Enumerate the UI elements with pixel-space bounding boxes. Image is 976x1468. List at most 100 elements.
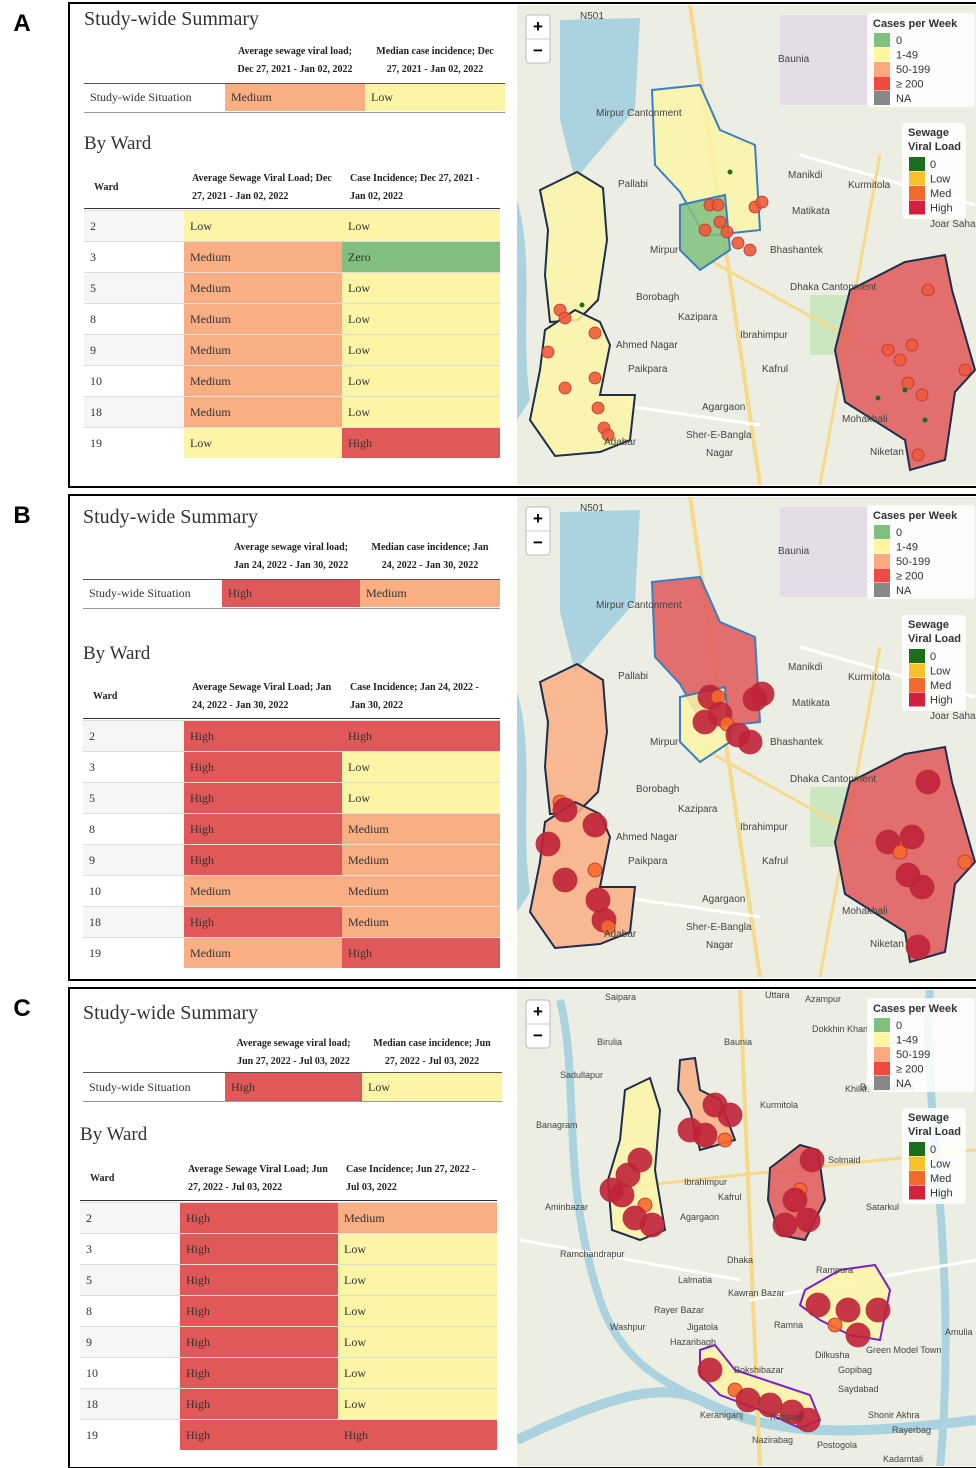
place-label: Lalmatia — [678, 1275, 712, 1285]
sample-site — [592, 402, 604, 414]
ward-cell: Medium — [184, 396, 342, 427]
legend-swatch — [874, 540, 890, 554]
sample-site — [559, 382, 571, 394]
ward-cell: Medium — [184, 241, 342, 272]
ward-cell: High — [184, 720, 342, 751]
place-label: Rampura — [816, 1265, 853, 1275]
place-label: N501 — [580, 11, 604, 22]
ward-header: Case Incidence; Jan 24, 2022 - Jan 30, 2… — [342, 676, 500, 718]
ward-cell: Medium — [184, 875, 342, 906]
place-label: Kafrul — [762, 856, 788, 867]
place-label: Pallabi — [618, 179, 648, 190]
sample-site — [553, 868, 577, 892]
sample-site — [714, 216, 726, 228]
legend-swatch — [874, 1076, 890, 1090]
place-label: Baunia — [724, 1037, 752, 1047]
legend-label: High — [930, 203, 953, 215]
ward-cell: 19 — [84, 427, 184, 458]
ward-cell: Low — [338, 1233, 497, 1264]
place-label: Saipara — [605, 992, 636, 1002]
legend-title: Cases per Week — [873, 1003, 958, 1015]
place-label: Kafrul — [762, 364, 788, 375]
ward-title: By Ward — [83, 643, 283, 669]
place-label: Paikpara — [628, 364, 668, 375]
place-label: Mirpur — [650, 737, 679, 748]
legend-label: 0 — [930, 651, 936, 663]
ward-cell: 3 — [83, 751, 184, 782]
legend-swatch — [909, 1142, 925, 1156]
sample-site — [736, 1388, 760, 1412]
place-label: Gopibag — [838, 1365, 872, 1375]
ward-cell: 5 — [83, 782, 184, 813]
summary-header: Median case incidence; Dec 27, 2021 - Ja… — [365, 42, 505, 80]
sample-site — [783, 1188, 807, 1212]
legend-swatch — [909, 186, 925, 200]
ward-cell: High — [180, 1357, 338, 1388]
situation-cell: Study-wide Situation — [84, 84, 225, 111]
ward-cell: Medium — [338, 1202, 497, 1233]
place-label: Bhashantek — [770, 737, 824, 748]
place-label: Washpur — [610, 1322, 646, 1332]
sample-site — [698, 1358, 722, 1382]
place-label: Kafrul — [718, 1192, 742, 1202]
ward-cell: 3 — [84, 241, 184, 272]
legend-swatch — [909, 172, 925, 186]
sample-site — [718, 1133, 732, 1147]
place-label: Keraniganj — [700, 1410, 743, 1420]
ward-cell: Low — [342, 751, 500, 782]
ward-cell: High — [184, 906, 342, 937]
ward-cell: High — [180, 1264, 338, 1295]
legend-label: 0 — [896, 35, 902, 47]
legend-swatch — [874, 62, 890, 76]
sample-site-zero — [728, 170, 733, 175]
ward-title: By Ward — [80, 1124, 280, 1150]
zoom-button[interactable]: − — [533, 533, 543, 552]
legend-label: NA — [896, 1078, 912, 1090]
legend-swatch — [874, 554, 890, 568]
legend-swatch — [909, 1157, 925, 1171]
legend-swatch — [874, 91, 890, 105]
panel-label: A — [13, 10, 30, 37]
zoom-button[interactable]: − — [533, 1026, 543, 1045]
ward-cell: 10 — [84, 365, 184, 396]
place-label: Mirpur Cantonment — [596, 600, 682, 611]
place-label: Adabar — [604, 437, 637, 448]
zoom-button[interactable]: + — [533, 1002, 543, 1021]
zoom-button[interactable]: + — [533, 509, 543, 528]
zoom-button[interactable]: + — [533, 17, 543, 36]
place-label: N501 — [580, 503, 604, 514]
zoom-button[interactable]: − — [533, 41, 543, 60]
place-label: Kazipara — [678, 804, 718, 815]
ward-cell: 8 — [80, 1295, 180, 1326]
situation-cell: High — [222, 580, 360, 607]
rule — [80, 1200, 497, 1201]
ward-cell: High — [184, 813, 342, 844]
place-label: Pallabi — [618, 671, 648, 682]
legend-swatch — [909, 1186, 925, 1200]
sample-site — [828, 1318, 842, 1332]
sample-site — [718, 1103, 742, 1127]
place-label: Sadullapur — [560, 1070, 603, 1080]
legend-title: Sewage — [908, 1112, 949, 1124]
legend-label: 50-199 — [896, 556, 930, 568]
ward-cell: High — [180, 1419, 338, 1450]
place-label: Amulia — [945, 1327, 973, 1337]
sample-site-zero — [876, 396, 881, 401]
ward-cell: 18 — [80, 1388, 180, 1419]
ward-cell: 5 — [80, 1264, 180, 1295]
legend-title: Cases per Week — [873, 18, 958, 30]
place-label: Kurmitola — [848, 180, 891, 191]
legend-swatch — [909, 201, 925, 215]
ward-cell: 5 — [84, 272, 184, 303]
place-label: Bhashantek — [770, 245, 824, 256]
place-label: Paikpara — [628, 856, 668, 867]
ward-cell: Low — [338, 1388, 497, 1419]
ward-cell: Low — [342, 210, 500, 241]
ward-cell: Low — [342, 782, 500, 813]
place-label: Niketan — [870, 447, 904, 458]
legend-label: 1-49 — [896, 1035, 918, 1047]
panel-label: C — [13, 995, 30, 1022]
situation-cell: Medium — [360, 580, 500, 607]
place-label: Joar Sahara — [930, 219, 976, 230]
ward-cell: High — [184, 844, 342, 875]
